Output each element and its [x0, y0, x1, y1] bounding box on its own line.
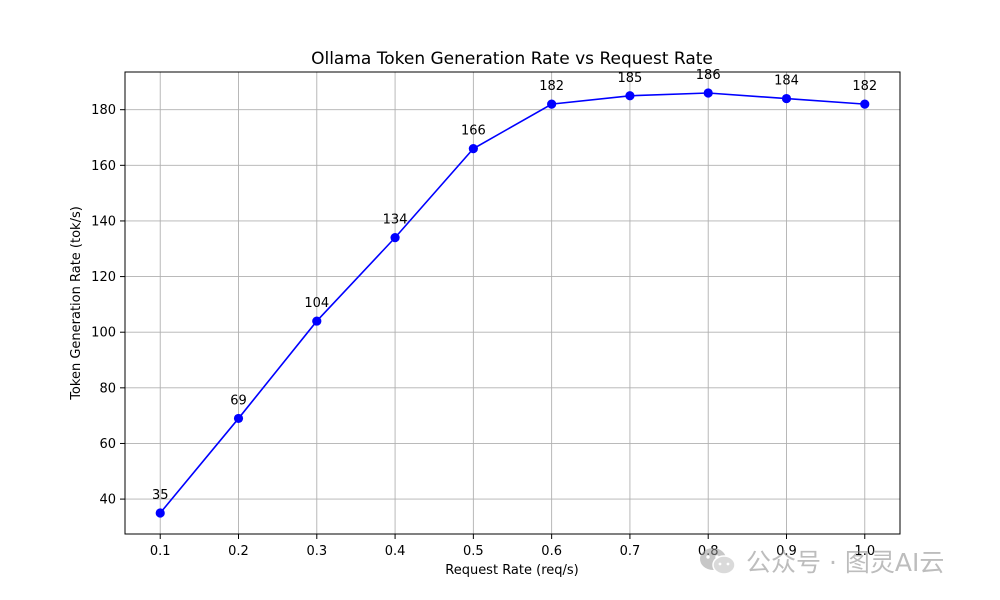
data-point: [781, 93, 792, 104]
series-line: [159, 92, 865, 514]
x-tick-label: 0.1: [150, 544, 171, 559]
x-axis-label: Request Rate (req/s): [445, 563, 579, 578]
chart-title: Ollama Token Generation Rate vs Request …: [311, 49, 713, 69]
y-tick-label: 140: [91, 214, 116, 229]
data-label: 182: [539, 79, 564, 94]
y-axis-label: Token Generation Rate (tok/s): [69, 206, 84, 401]
data-label: 104: [304, 296, 329, 311]
data-point: [703, 88, 713, 98]
data-point: [312, 316, 322, 326]
data-label: 186: [696, 68, 721, 83]
data-point: [233, 413, 244, 424]
x-tick-label: 0.4: [385, 544, 406, 559]
x-tick-label: 0.8: [698, 544, 719, 559]
plot-frame: [124, 71, 901, 535]
y-tick-label: 80: [99, 381, 116, 396]
x-tick-label: 0.2: [228, 544, 249, 559]
data-point: [390, 233, 400, 243]
data-label: 184: [774, 74, 799, 89]
data-label: 69: [230, 393, 247, 408]
data-point: [155, 508, 165, 518]
data-point: [625, 91, 635, 101]
x-tick-label: 0.9: [776, 544, 797, 559]
y-tick-label: 160: [91, 159, 116, 174]
y-tick-label: 60: [99, 437, 116, 452]
y-tick-label: 180: [91, 103, 116, 118]
y-tick-label: 100: [91, 326, 116, 341]
x-tick-label: 0.7: [620, 544, 641, 559]
x-tick-label: 0.5: [463, 544, 484, 559]
data-label: 134: [383, 213, 408, 228]
y-tick-label: 40: [99, 493, 116, 508]
data-label: 185: [618, 71, 643, 86]
grid: [125, 72, 900, 534]
x-tick-label: 0.3: [306, 544, 327, 559]
y-tick-label: 120: [91, 270, 116, 285]
x-tick-label: 1.0: [854, 544, 875, 559]
data-label: 166: [461, 124, 486, 139]
data-point: [860, 99, 870, 109]
data-point: [468, 144, 478, 154]
x-tick-label: 0.6: [541, 544, 562, 559]
data-label: 182: [852, 79, 877, 94]
data-point: [547, 99, 557, 109]
data-label: 35: [152, 488, 169, 503]
series-line-layer: 35 69 104 134 166 182 185 186 184 182: [152, 68, 877, 518]
axis-ticks: 0.1 0.2 0.3 0.4 0.5 0.6 0.7 0.8 0.9 1.0 40 60 80 100 1…: [91, 103, 875, 559]
